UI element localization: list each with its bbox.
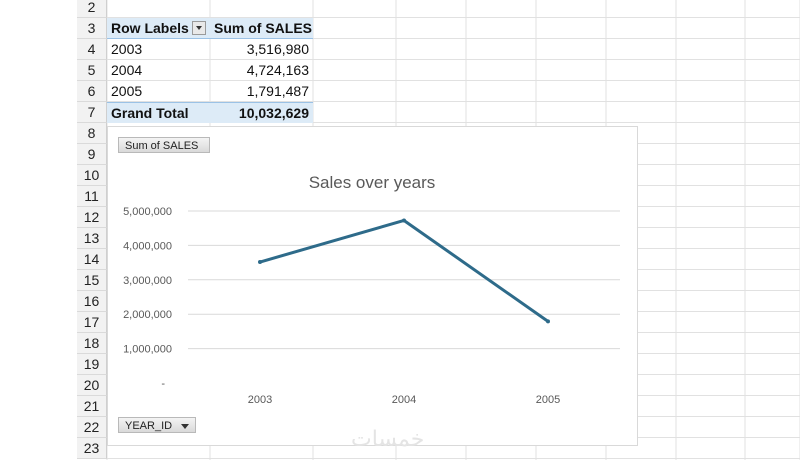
data-point[interactable] [402, 218, 406, 223]
pivot-row-value[interactable]: 3,516,980 [246, 41, 309, 57]
y-tick-label: 2,000,000 [123, 309, 172, 321]
row-header[interactable]: 11 [77, 186, 107, 207]
row-header[interactable]: 3 [77, 18, 107, 39]
pivot-grand-total-value[interactable]: 10,032,629 [210, 102, 313, 123]
data-point[interactable] [258, 260, 262, 265]
axis-field-label: YEAR_ID [125, 420, 173, 432]
row-header[interactable]: 13 [77, 228, 107, 249]
x-tick-label: 2004 [392, 394, 416, 406]
pivot-row-labels-header-text: Row Labels [111, 20, 189, 36]
y-tick-label: 1,000,000 [123, 344, 172, 356]
row-header[interactable]: 19 [77, 354, 107, 375]
row-header[interactable]: 22 [77, 417, 107, 438]
y-tick-label: - [161, 378, 165, 390]
row-header[interactable]: 5 [77, 60, 107, 81]
row-header[interactable]: 7 [77, 102, 107, 123]
row-header[interactable]: 17 [77, 312, 107, 333]
pivot-row-label[interactable]: 2003 [111, 41, 143, 57]
row-header[interactable]: 10 [77, 165, 107, 186]
row-header[interactable]: 18 [77, 333, 107, 354]
x-tick-label: 2005 [536, 394, 560, 406]
pivot-row-labels-header[interactable]: Row Labels [107, 18, 210, 39]
row-header[interactable]: 9 [77, 144, 107, 165]
axis-field-button[interactable]: YEAR_ID [118, 417, 196, 433]
x-tick-label: 2003 [248, 394, 272, 406]
pivot-grand-total-label[interactable]: Grand Total [107, 102, 210, 123]
sales-series-line[interactable] [258, 218, 550, 323]
row-header[interactable]: 20 [77, 375, 107, 396]
filter-dropdown-icon[interactable] [192, 21, 206, 35]
row-header[interactable]: 6 [77, 81, 107, 102]
row-header[interactable]: 14 [77, 249, 107, 270]
y-tick-label: 4,000,000 [123, 240, 172, 252]
row-header[interactable]: 16 [77, 291, 107, 312]
data-point[interactable] [546, 319, 550, 324]
pivot-row-value[interactable]: 1,791,487 [246, 83, 309, 99]
y-tick-label: 3,000,000 [123, 275, 172, 287]
row-header[interactable]: 2 [77, 0, 107, 18]
chart-title: Sales over years [309, 173, 436, 192]
row-header[interactable]: 8 [77, 123, 107, 144]
pivot-row-label[interactable]: 2005 [111, 83, 143, 99]
y-tick-label: 5,000,000 [123, 206, 172, 218]
row-header[interactable]: 21 [77, 396, 107, 417]
line-chart: Sales over years - 1,000,000 2,000,000 3,000… [123, 173, 620, 406]
row-header[interactable]: 15 [77, 270, 107, 291]
dropdown-arrow-icon [181, 424, 189, 429]
pivot-row-label[interactable]: 2004 [111, 62, 143, 78]
pivot-value-header[interactable]: Sum of SALES [210, 18, 313, 39]
row-header[interactable]: 4 [77, 39, 107, 60]
row-header[interactable]: 23 [77, 438, 107, 459]
watermark-logo: خمسات [351, 427, 425, 452]
value-field-button[interactable]: Sum of SALES [118, 137, 210, 153]
pivot-row-value[interactable]: 4,724,163 [246, 62, 309, 78]
row-header[interactable]: 12 [77, 207, 107, 228]
pivot-chart[interactable]: Sum of SALES Sales over years - 1,000,000 2… [107, 126, 638, 446]
